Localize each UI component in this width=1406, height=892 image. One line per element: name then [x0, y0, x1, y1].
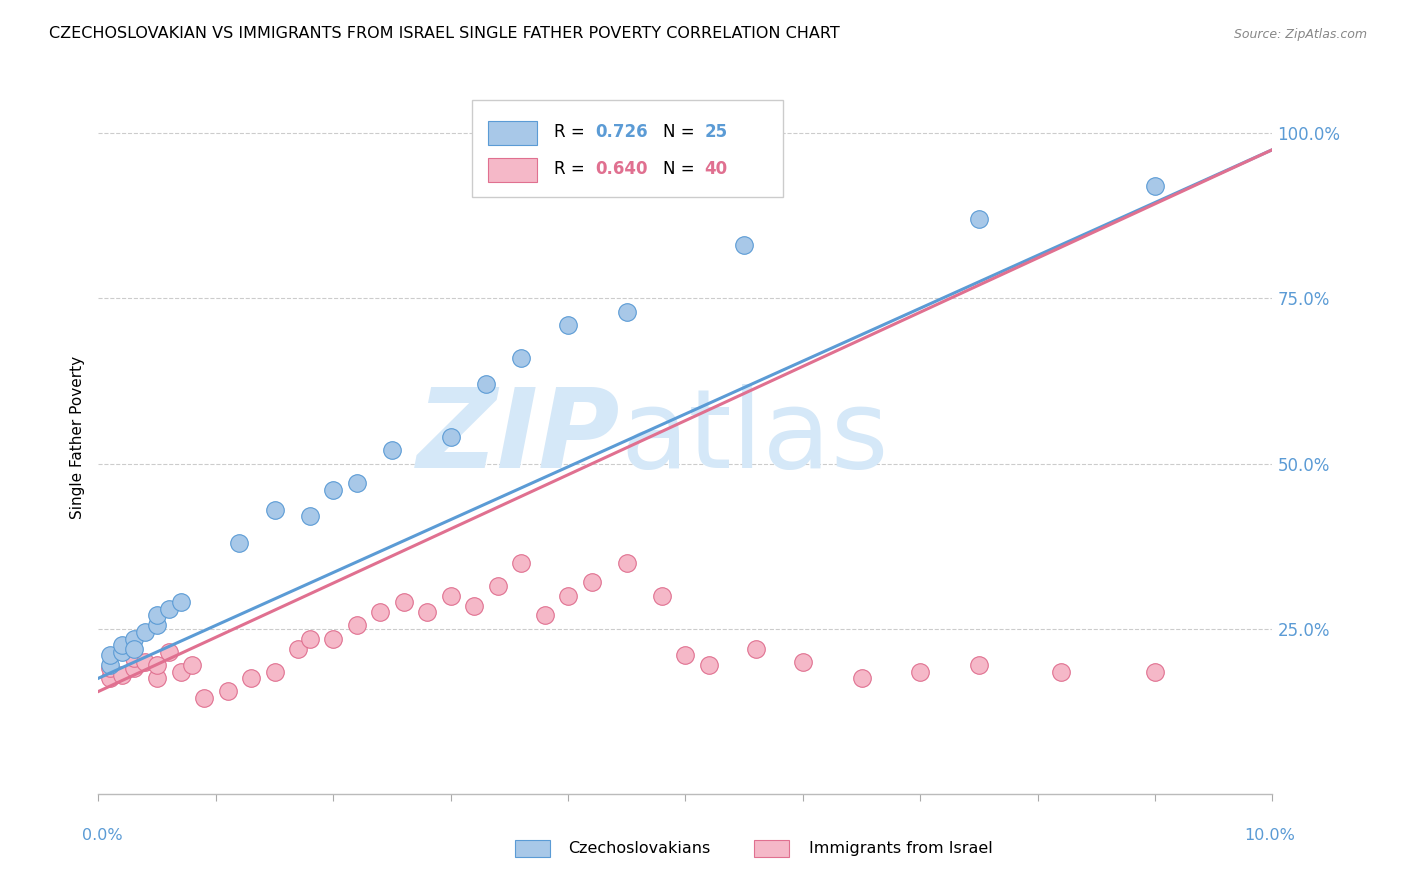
Point	[392, 595, 415, 609]
Point	[967, 658, 990, 673]
Point	[346, 476, 368, 491]
Text: 0.726: 0.726	[595, 123, 648, 141]
Point	[557, 589, 579, 603]
Point	[792, 655, 814, 669]
Point	[111, 638, 134, 652]
Point	[181, 658, 204, 673]
Point	[439, 589, 461, 603]
Point	[111, 645, 134, 659]
Point	[146, 671, 169, 685]
Text: R =: R =	[554, 123, 591, 141]
Point	[368, 605, 391, 619]
Point	[557, 318, 579, 332]
Point	[146, 618, 169, 632]
Point	[122, 651, 145, 665]
Point	[486, 579, 509, 593]
Point	[463, 599, 485, 613]
Point	[616, 556, 638, 570]
Point	[475, 377, 498, 392]
Point	[616, 304, 638, 318]
Text: N =: N =	[664, 161, 700, 178]
Point	[157, 645, 180, 659]
Y-axis label: Single Father Poverty: Single Father Poverty	[69, 356, 84, 518]
Text: 0.640: 0.640	[595, 161, 648, 178]
Point	[416, 605, 439, 619]
FancyBboxPatch shape	[472, 100, 783, 196]
Point	[533, 608, 555, 623]
Text: 0.0%: 0.0%	[83, 829, 122, 843]
Point	[98, 671, 121, 685]
Point	[111, 668, 134, 682]
Point	[287, 641, 309, 656]
Point	[1144, 665, 1167, 679]
Text: Immigrants from Israel: Immigrants from Israel	[808, 840, 993, 855]
Text: 40: 40	[704, 161, 727, 178]
Text: 10.0%: 10.0%	[1244, 829, 1295, 843]
Point	[745, 641, 768, 656]
Point	[733, 238, 755, 252]
Point	[510, 351, 533, 365]
Point	[217, 684, 239, 698]
Point	[228, 536, 250, 550]
Point	[581, 575, 603, 590]
Point	[1050, 665, 1073, 679]
Point	[439, 430, 461, 444]
Point	[193, 691, 215, 706]
Text: CZECHOSLOVAKIAN VS IMMIGRANTS FROM ISRAEL SINGLE FATHER POVERTY CORRELATION CHAR: CZECHOSLOVAKIAN VS IMMIGRANTS FROM ISRAE…	[49, 27, 839, 41]
Point	[240, 671, 263, 685]
Text: 25: 25	[704, 123, 727, 141]
Point	[322, 632, 344, 646]
Text: atlas: atlas	[621, 384, 890, 491]
Point	[910, 665, 932, 679]
Point	[169, 595, 191, 609]
Point	[967, 212, 990, 227]
Point	[122, 641, 145, 656]
Text: R =: R =	[554, 161, 591, 178]
Bar	[488, 121, 537, 145]
Point	[122, 632, 145, 646]
Point	[169, 665, 191, 679]
Text: N =: N =	[664, 123, 700, 141]
Point	[298, 509, 321, 524]
Point	[157, 602, 180, 616]
Point	[98, 661, 121, 675]
Point	[381, 443, 404, 458]
Point	[697, 658, 720, 673]
Point	[1144, 179, 1167, 194]
Point	[146, 608, 169, 623]
Point	[322, 483, 344, 497]
Point	[98, 658, 121, 673]
Bar	[515, 839, 550, 857]
Point	[122, 661, 145, 675]
Text: Czechoslovakians: Czechoslovakians	[568, 840, 710, 855]
Bar	[754, 839, 789, 857]
Point	[298, 632, 321, 646]
Bar	[488, 158, 537, 182]
Text: Source: ZipAtlas.com: Source: ZipAtlas.com	[1233, 29, 1367, 41]
Point	[134, 655, 156, 669]
Point	[98, 648, 121, 662]
Point	[134, 625, 156, 640]
Point	[263, 502, 285, 516]
Point	[851, 671, 873, 685]
Point	[651, 589, 673, 603]
Point	[263, 665, 285, 679]
Point	[146, 658, 169, 673]
Point	[346, 618, 368, 632]
Point	[675, 648, 697, 662]
Text: ZIP: ZIP	[418, 384, 621, 491]
Point	[510, 556, 533, 570]
